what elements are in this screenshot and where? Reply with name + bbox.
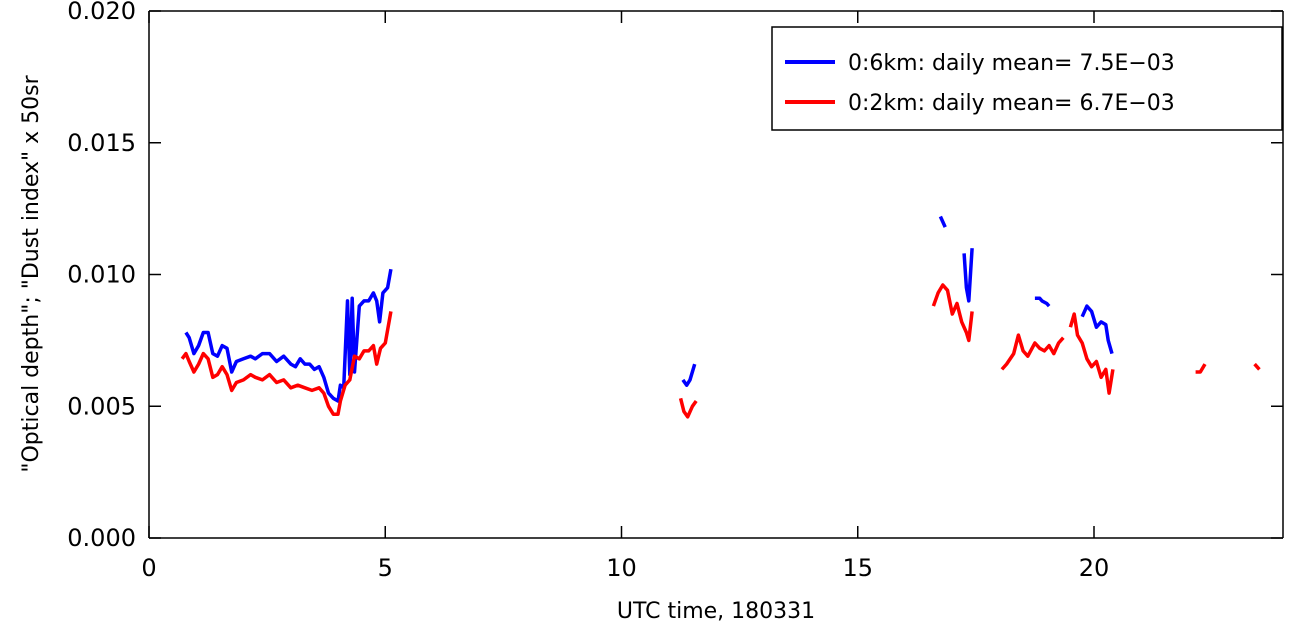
series-line-segment — [678, 397, 698, 419]
y-axis-title: "Optical depth"; "Dust index" x 50sr — [19, 74, 44, 472]
series-line-segment — [180, 311, 393, 416]
legend: 0:6km: daily mean= 7.5E−03 0:2km: daily m… — [771, 26, 1283, 131]
series-line-segment — [1080, 304, 1114, 355]
series-0-6km — [184, 215, 1114, 403]
x-axis-title: UTC time, 180331 — [617, 599, 815, 624]
legend-box — [771, 26, 1283, 131]
x-tick-label: 20 — [1079, 554, 1110, 582]
x-tick-label: 10 — [606, 554, 637, 582]
x-tick-label: 5 — [378, 554, 393, 582]
y-tick-label: 0.005 — [67, 392, 136, 420]
series-line-segment — [1253, 362, 1261, 371]
series-line-segment — [1000, 333, 1065, 371]
series-line-segment — [184, 268, 393, 403]
series-line-segment — [1195, 363, 1207, 374]
y-tick-label: 0.000 — [67, 524, 136, 552]
y-tick-label: 0.010 — [67, 261, 136, 289]
series-line-segment — [1068, 312, 1115, 395]
x-tick-label: 15 — [842, 554, 873, 582]
x-tick-label: 0 — [141, 554, 156, 582]
legend-label: 0:6km: daily mean= 7.5E−03 — [848, 51, 1175, 76]
series-line-segment — [938, 215, 947, 228]
series-0-2km — [180, 283, 1261, 419]
series-line-segment — [962, 248, 974, 303]
series-line-segment — [1034, 296, 1051, 308]
y-tick-label: 0.015 — [67, 129, 136, 157]
legend-label: 0:2km: daily mean= 6.7E−03 — [848, 91, 1175, 116]
series-line-segment — [931, 283, 974, 343]
series-line-segment — [681, 363, 697, 387]
y-tick-label: 0.020 — [67, 0, 136, 25]
